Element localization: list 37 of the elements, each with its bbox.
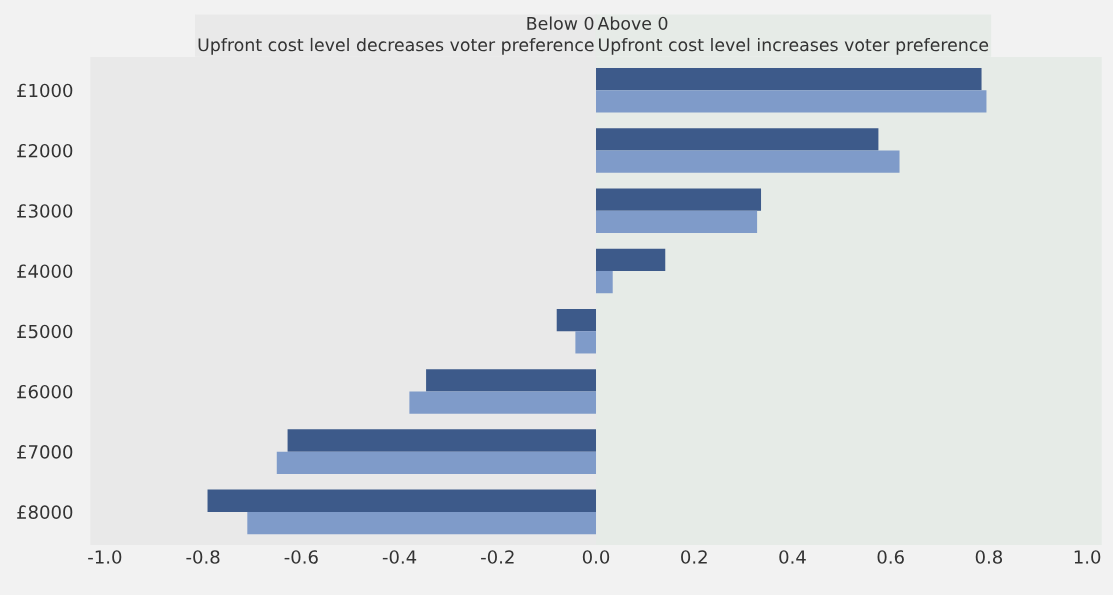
bar <box>276 451 597 474</box>
x-tick-label: 0.4 <box>779 550 806 564</box>
y-tick-label: £6000 <box>17 384 73 399</box>
bar <box>409 391 597 414</box>
x-tick-label: 0.6 <box>877 550 904 564</box>
x-tick-label: -0.2 <box>481 550 514 564</box>
band-label: Below 0 Upfront cost level decreases voter preference <box>198 16 594 55</box>
x-tick-label: 0.2 <box>681 550 707 564</box>
y-tick-label: £8000 <box>17 505 73 520</box>
bar <box>596 90 987 113</box>
bar <box>596 188 762 211</box>
bar <box>596 210 758 233</box>
x-tick-label: 0.0 <box>582 550 610 564</box>
bar <box>575 331 597 354</box>
y-tick-label: £3000 <box>17 204 73 218</box>
bar <box>207 489 597 512</box>
band-label: Above 0 Upfront cost level increases voter preference <box>597 16 989 55</box>
y-tick-label: £5000 <box>17 324 73 339</box>
y-tick-label: £4000 <box>17 264 73 279</box>
x-tick-label: -0.4 <box>382 550 417 564</box>
x-tick-label: -0.8 <box>186 550 220 564</box>
y-tick-label: £7000 <box>17 445 73 459</box>
y-tick-label: £2000 <box>17 143 73 158</box>
bar <box>596 128 879 151</box>
bar <box>287 429 597 452</box>
x-tick-label: -0.6 <box>284 550 318 564</box>
x-tick-label: -1.0 <box>88 550 122 564</box>
bar <box>426 369 597 392</box>
bar <box>556 308 597 332</box>
x-tick-label: 1.0 <box>1074 550 1101 564</box>
bar <box>247 511 597 535</box>
bar <box>596 67 982 91</box>
y-tick-label: £1000 <box>17 83 73 98</box>
bar <box>596 150 900 173</box>
bar <box>596 270 613 294</box>
bar <box>596 248 666 271</box>
x-tick-label: 0.8 <box>975 550 1003 564</box>
